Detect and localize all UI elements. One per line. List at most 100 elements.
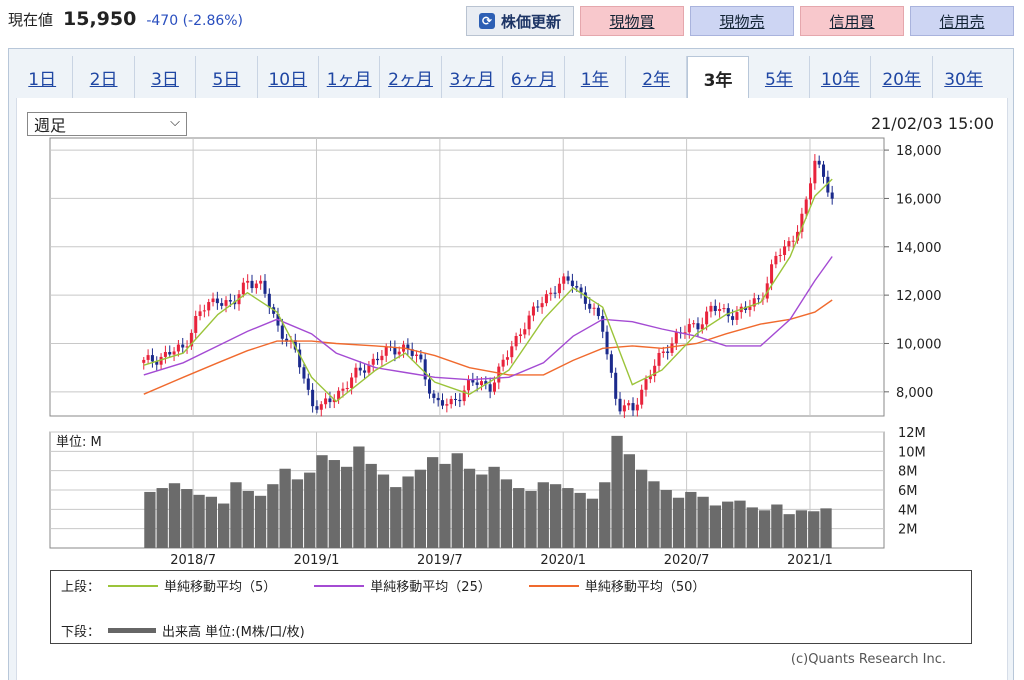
buy-margin-button[interactable]: 信用買 <box>800 6 904 36</box>
volume-bar <box>218 503 230 548</box>
ma50-line <box>143 299 833 395</box>
candle-body <box>631 403 635 411</box>
candle-body <box>523 329 527 335</box>
candle-body <box>653 365 657 377</box>
tab-2[interactable]: 3日 <box>135 56 197 98</box>
candle-body <box>596 307 600 317</box>
legend-ma25-label: 単純移動平均（25） <box>370 580 491 595</box>
candle-body <box>449 398 453 405</box>
tab-11[interactable]: 3年 <box>687 56 749 100</box>
candle-body <box>562 276 566 284</box>
candle-body <box>540 303 544 308</box>
candle-body <box>518 334 522 336</box>
tab-3[interactable]: 5日 <box>196 56 258 98</box>
tab-1[interactable]: 2日 <box>73 56 135 98</box>
tab-12[interactable]: 5年 <box>749 56 811 98</box>
candle-body <box>696 323 700 330</box>
candle-body <box>687 324 691 333</box>
candle-body <box>466 379 471 391</box>
candle-body <box>648 376 652 380</box>
volume-bar <box>144 491 156 548</box>
tab-14[interactable]: 20年 <box>871 56 933 98</box>
candle-body <box>713 305 717 311</box>
tab-5[interactable]: 1ヶ月 <box>319 56 381 98</box>
candle-body <box>497 366 501 383</box>
volume-bar <box>758 510 771 548</box>
volume-bar <box>316 455 328 548</box>
candle-body <box>298 349 302 368</box>
period-select-value: 週足 <box>34 116 67 135</box>
candle-body <box>830 192 834 199</box>
candle-body <box>367 364 371 373</box>
volume-tick-label: 6M <box>898 484 918 499</box>
candle-body <box>259 280 263 284</box>
volume-bar <box>353 446 365 548</box>
candle-body <box>757 298 761 300</box>
volume-bar <box>291 479 304 548</box>
volume-bar <box>205 496 218 548</box>
sell-margin-button[interactable]: 信用売 <box>910 6 1014 36</box>
tab-0[interactable]: 1日 <box>12 56 74 98</box>
candle-body <box>215 298 219 304</box>
date-tick-label: 2020/7 <box>664 553 710 568</box>
volume-bar <box>242 490 254 548</box>
candle-body <box>683 332 687 334</box>
candle-body <box>306 378 310 390</box>
candle-body <box>267 293 271 308</box>
candle-body <box>796 231 800 241</box>
copyright: (c)Quants Research Inc. <box>790 652 946 667</box>
tab-8[interactable]: 6ヶ月 <box>503 56 565 98</box>
candle-body <box>510 346 514 358</box>
volume-bar <box>340 466 353 548</box>
legend-lower-row: 下段： 出来高 単位:(M株/口/枚) <box>61 621 305 640</box>
candle-body <box>254 283 258 289</box>
date-tick-label: 2020/1 <box>540 553 586 568</box>
tab-10[interactable]: 2年 <box>626 56 688 98</box>
candle-body <box>163 352 167 357</box>
candle-body <box>774 255 778 265</box>
period-select[interactable]: 週足 ⌵ <box>27 112 187 136</box>
volume-bar <box>525 490 537 548</box>
candle-body <box>250 280 254 289</box>
candle-body <box>700 324 704 330</box>
candle-body <box>605 331 609 355</box>
candle-body <box>376 358 380 361</box>
legend-ma5-label: 単純移動平均（5） <box>164 580 277 595</box>
buy-cash-button[interactable]: 現物買 <box>580 6 684 36</box>
tab-7[interactable]: 3ヶ月 <box>442 56 504 98</box>
candle-body <box>692 323 696 325</box>
candle-body <box>614 372 618 399</box>
legend-ma25: 単純移動平均（25） <box>306 576 491 595</box>
candle-body <box>566 276 570 281</box>
timestamp: 21/02/03 15:00 <box>870 114 994 133</box>
candle-body <box>731 316 735 320</box>
tab-6[interactable]: 2ヶ月 <box>380 56 442 98</box>
candle-body <box>787 241 791 247</box>
volume-bar <box>672 497 685 548</box>
tab-9[interactable]: 1年 <box>565 56 626 98</box>
candle-body <box>211 298 215 303</box>
date-tick-label: 2018/7 <box>170 553 216 568</box>
tab-15[interactable]: 30年 <box>944 69 983 90</box>
candle-body <box>440 400 445 406</box>
volume-bar <box>476 474 488 548</box>
refresh-price-button[interactable]: ⟳ 株価更新 <box>466 6 574 36</box>
candle-body <box>570 280 574 287</box>
candle-body <box>228 300 232 302</box>
volume-bar <box>427 457 439 548</box>
candle-body <box>436 397 440 401</box>
candle-body <box>185 346 189 348</box>
candle-body <box>492 382 496 392</box>
volume-bar <box>820 508 832 548</box>
sell-cash-button[interactable]: 現物売 <box>690 6 794 36</box>
candle-body <box>804 199 808 214</box>
legend-lower-label: 下段： <box>61 625 101 640</box>
candle-body <box>142 359 146 363</box>
volume-bar <box>304 472 316 548</box>
tab-13[interactable]: 10年 <box>810 56 872 98</box>
tab-4[interactable]: 10日 <box>258 56 319 98</box>
volume-bar <box>377 474 390 548</box>
candle-body <box>415 354 419 356</box>
date-tick-label: 2019/1 <box>294 553 340 568</box>
